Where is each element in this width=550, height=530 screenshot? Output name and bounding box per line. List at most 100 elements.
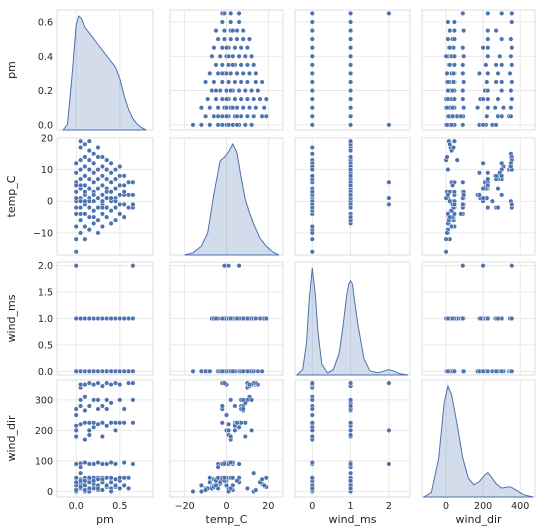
y-axis-label: wind_ms [5, 294, 18, 342]
scatter-point [95, 154, 101, 160]
scatter-point [509, 62, 515, 68]
scatter-point [508, 53, 514, 59]
scatter-point [253, 105, 259, 111]
scatter-point [444, 230, 450, 236]
scatter-point [460, 70, 466, 76]
scatter-point [309, 62, 315, 68]
kde-temp_C [184, 142, 280, 256]
scatter-point [198, 105, 204, 111]
panel-temp_C-vs-wind_dir [421, 137, 536, 256]
scatter-point [121, 201, 127, 207]
y-axis-label: temp_C [5, 175, 18, 217]
scatter-point [215, 70, 221, 76]
scatter-point [228, 397, 234, 403]
scatter-point [78, 205, 84, 211]
scatter-point [386, 195, 392, 201]
scatter-point [386, 10, 392, 16]
scatter-point [480, 368, 486, 374]
scatter-point [78, 484, 84, 490]
scatter-point [73, 479, 79, 485]
scatter-point [460, 315, 466, 322]
scatter-point [232, 79, 238, 85]
scatter-point [130, 380, 136, 386]
scatter-point [348, 53, 354, 59]
scatter-point [112, 205, 119, 211]
scatter-point [223, 105, 230, 111]
scatter-point [86, 214, 92, 220]
scatter-point [508, 163, 514, 170]
scatter-point [78, 176, 84, 182]
scatter-point [234, 105, 240, 111]
scatter-point [104, 380, 110, 386]
scatter-point [99, 173, 105, 179]
scatter-point [244, 96, 250, 102]
scatter-point [445, 192, 451, 198]
scatter-point [99, 198, 105, 204]
scatter-point [130, 179, 136, 185]
scatter-point [108, 488, 114, 495]
scatter-point [232, 45, 238, 51]
scatter-point [309, 113, 315, 119]
scatter-point [82, 407, 88, 414]
scatter-point [234, 70, 240, 76]
scatter-point [499, 62, 505, 68]
scatter-point [219, 122, 225, 128]
scatter-point [95, 380, 101, 386]
x-tick-label: 0.5 [112, 501, 127, 512]
scatter-point [263, 113, 269, 119]
scatter-point [249, 88, 255, 94]
scatter-point [450, 105, 456, 111]
scatter-point [117, 182, 123, 188]
scatter-point [219, 368, 225, 374]
scatter-point [78, 182, 84, 188]
scatter-point [451, 62, 457, 68]
scatter-point [217, 53, 223, 59]
scatter-point [95, 167, 101, 173]
scatter-point [117, 163, 123, 170]
scatter-point [249, 122, 255, 128]
scatter-point [253, 70, 259, 76]
scatter-point [309, 236, 315, 242]
scatter-point [73, 223, 79, 230]
panel-wind_ms-vs-wind_dir [421, 261, 536, 376]
scatter-point [480, 195, 486, 201]
scatter-point [91, 220, 97, 226]
scatter-point [458, 211, 464, 217]
scatter-point [215, 122, 221, 128]
scatter-point [249, 397, 255, 403]
scatter-point [117, 192, 123, 198]
scatter-point [215, 113, 221, 119]
scatter-point [213, 28, 219, 34]
scatter-point [348, 88, 354, 94]
scatter-point [451, 138, 457, 144]
scatter-point [104, 475, 110, 481]
scatter-point [130, 420, 136, 426]
scatter-point [91, 170, 97, 176]
scatter-point [309, 230, 315, 236]
scatter-point [95, 485, 101, 491]
scatter-point [509, 45, 515, 51]
scatter-point [99, 211, 105, 217]
scatter-point [82, 163, 88, 170]
scatter-point [99, 223, 105, 230]
scatter-point [99, 368, 105, 374]
scatter-point [91, 151, 97, 157]
scatter-point [386, 461, 392, 467]
scatter-point [104, 157, 110, 163]
scatter-point [460, 179, 466, 185]
scatter-point [251, 96, 257, 102]
scatter-point [207, 70, 213, 76]
scatter-point [207, 105, 213, 111]
scatter-point [126, 380, 132, 386]
scatter-point [86, 157, 92, 163]
scatter-point [73, 160, 79, 166]
scatter-point [73, 205, 79, 211]
scatter-point [500, 105, 507, 111]
scatter-point [480, 45, 486, 51]
scatter-point [219, 70, 225, 76]
scatter-point [485, 170, 491, 176]
scatter-point [348, 397, 354, 403]
scatter-point [73, 182, 79, 188]
scatter-point [485, 96, 491, 102]
scatter-point [508, 88, 514, 94]
